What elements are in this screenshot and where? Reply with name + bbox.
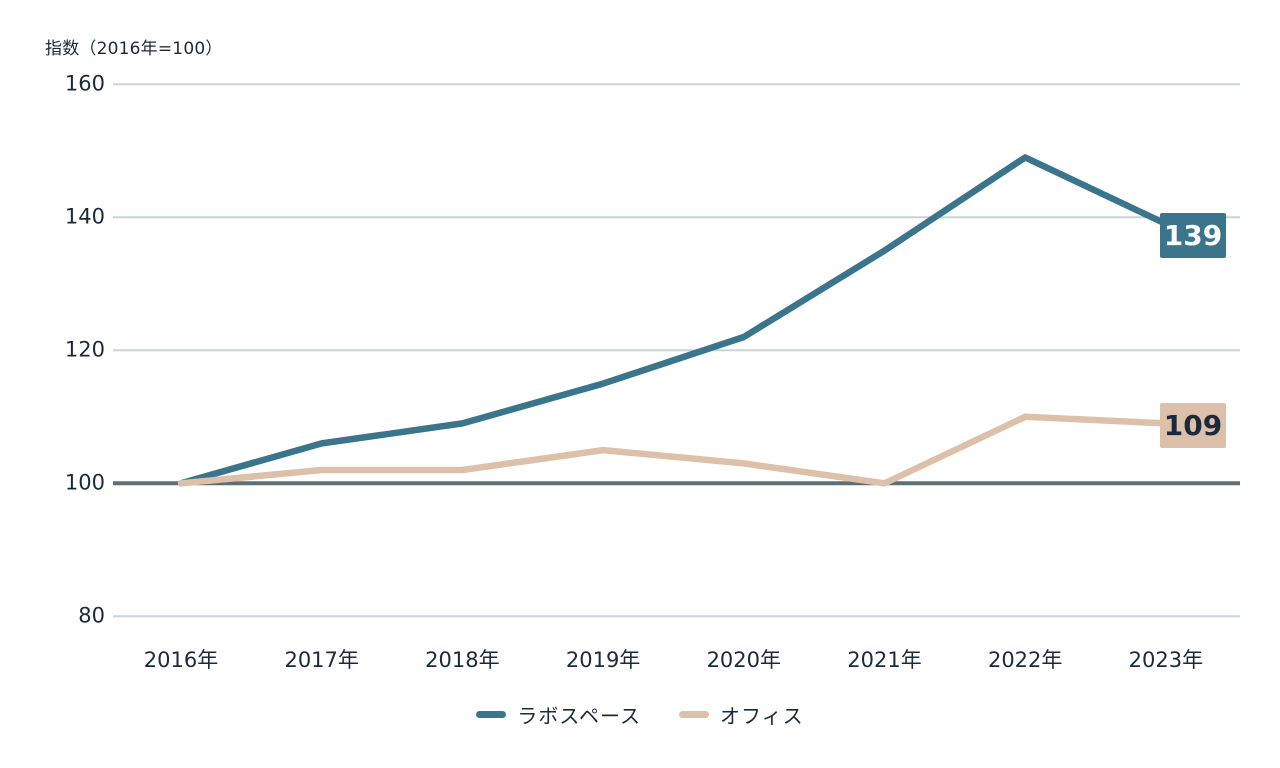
series-end-label-office: 109	[1160, 403, 1226, 448]
y-tick-label: 80	[78, 603, 105, 628]
x-tick-label: 2021年	[847, 648, 922, 672]
series-end-label-labospace: 139	[1160, 213, 1226, 258]
legend: ラボスペース オフィス	[0, 698, 1280, 730]
legend-label-office: オフィス	[720, 703, 804, 728]
legend-item-labospace: ラボスペース	[476, 700, 641, 729]
y-tick-label: 160	[64, 71, 105, 96]
legend-swatch-office-icon	[679, 710, 709, 718]
x-tick-label: 2019年	[565, 648, 641, 672]
x-tick-label: 2023年	[1128, 648, 1204, 672]
x-tick-label: 2022年	[987, 648, 1063, 672]
y-tick-label: 140	[64, 204, 105, 229]
legend-swatch-labospace-icon	[476, 710, 507, 718]
x-tick-label: 2017年	[284, 648, 359, 672]
y-tick-label: 100	[64, 470, 105, 495]
y-axis-title: 指数（2016年=100）	[45, 39, 223, 59]
x-tick-label: 2016年	[143, 648, 219, 672]
legend-label-labospace: ラボスペース	[517, 703, 641, 728]
x-tick-label: 2018年	[425, 648, 500, 672]
y-tick-label: 120	[64, 337, 105, 362]
series-line-1	[177, 413, 1170, 487]
x-tick-label: 2020年	[706, 648, 782, 672]
legend-item-office: オフィス	[679, 700, 804, 729]
series-line-0	[177, 154, 1170, 487]
